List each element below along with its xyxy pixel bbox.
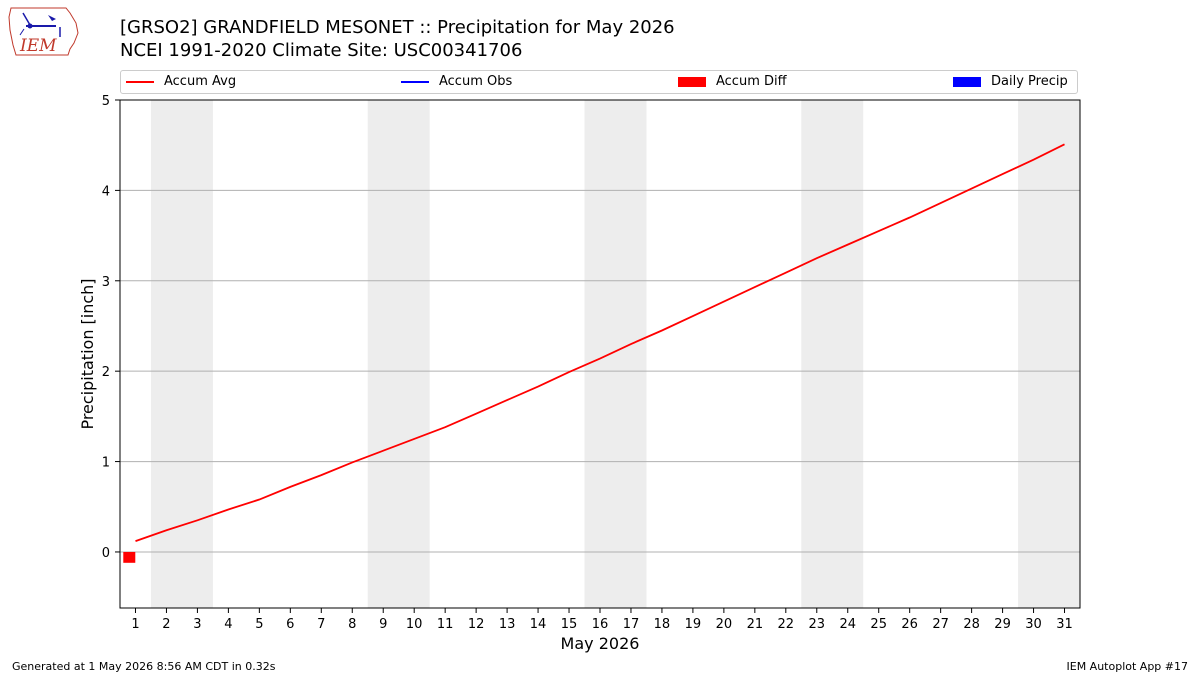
chart-title: [GRSO2] GRANDFIELD MESONET :: Precipitat… [120, 17, 675, 38]
legend: Accum Avg Accum Obs Accum Diff Daily Pre… [120, 70, 1078, 94]
x-tick-label-18: 18 [654, 617, 671, 632]
y-tick-label-0: 0 [102, 546, 110, 561]
x-tick-label-24: 24 [839, 617, 856, 632]
legend-swatch-accum-diff [678, 76, 706, 87]
x-tick-label-30: 30 [1025, 617, 1042, 632]
x-tick-label-26: 26 [901, 617, 918, 632]
x-tick-label-12: 12 [468, 617, 485, 632]
x-tick-label-21: 21 [747, 617, 764, 632]
y-tick-label-5: 5 [102, 94, 110, 109]
legend-item-accum-avg: Accum Avg [126, 74, 236, 89]
x-tick-label-20: 20 [716, 617, 733, 632]
legend-label-accum-diff: Accum Diff [716, 74, 787, 89]
x-tick-label-2: 2 [162, 617, 170, 632]
accum-diff-bar-1 [123, 551, 136, 563]
x-axis-label: May 2026 [561, 634, 640, 653]
legend-item-accum-diff: Accum Diff [678, 74, 787, 89]
legend-swatch-accum-obs [401, 80, 429, 83]
x-tick-label-1: 1 [131, 617, 139, 632]
footer-app: IEM Autoplot App #17 [1066, 660, 1189, 673]
weekend-shade-2 [367, 100, 430, 608]
legend-label-accum-obs: Accum Obs [439, 74, 513, 89]
x-tick-label-15: 15 [561, 617, 578, 632]
legend-swatch-daily-precip [953, 76, 981, 87]
x-tick-label-28: 28 [963, 617, 980, 632]
x-tick-label-29: 29 [994, 617, 1011, 632]
x-tick-label-22: 22 [778, 617, 795, 632]
x-tick-label-4: 4 [224, 617, 232, 632]
x-tick-label-19: 19 [685, 617, 702, 632]
legend-swatch-accum-avg [126, 80, 154, 83]
y-tick-label-4: 4 [102, 184, 110, 199]
y-tick-label-1: 1 [102, 456, 110, 471]
x-tick-label-17: 17 [623, 617, 640, 632]
iem-logo: IEM [8, 5, 80, 60]
series-line-accum-avg [135, 143, 1065, 542]
x-tick-label-13: 13 [499, 617, 516, 632]
x-tick-label-5: 5 [255, 617, 263, 632]
y-tick-label-3: 3 [102, 275, 110, 290]
legend-item-accum-obs: Accum Obs [401, 74, 512, 89]
x-tick-label-10: 10 [406, 617, 423, 632]
y-axis-label: Precipitation [inch] [78, 278, 97, 429]
weekend-shade-5 [1018, 100, 1080, 608]
x-tick-label-9: 9 [379, 617, 387, 632]
iowa-map-icon: IEM [8, 7, 79, 56]
x-tick-label-11: 11 [437, 617, 454, 632]
x-tick-label-27: 27 [932, 617, 949, 632]
x-tick-label-7: 7 [317, 617, 325, 632]
x-tick-label-14: 14 [530, 617, 547, 632]
weekend-shade-1 [150, 100, 213, 608]
legend-item-daily-precip: Daily Precip [953, 74, 1068, 89]
x-tick-label-25: 25 [870, 617, 887, 632]
weekend-shade-3 [584, 100, 647, 608]
legend-label-accum-avg: Accum Avg [164, 74, 237, 89]
x-tick-label-16: 16 [592, 617, 609, 632]
x-tick-label-3: 3 [193, 617, 201, 632]
x-tick-label-6: 6 [286, 617, 294, 632]
weekend-shade-4 [801, 100, 864, 608]
chart-subtitle: NCEI 1991-2020 Climate Site: USC00341706 [120, 40, 523, 61]
x-tick-label-8: 8 [348, 617, 356, 632]
footer-generated: Generated at 1 May 2026 8:56 AM CDT in 0… [12, 660, 276, 673]
x-tick-label-31: 31 [1056, 617, 1073, 632]
x-tick-label-23: 23 [809, 617, 826, 632]
legend-label-daily-precip: Daily Precip [991, 74, 1068, 89]
logo-text: IEM [19, 36, 57, 56]
y-tick-label-2: 2 [102, 365, 110, 380]
